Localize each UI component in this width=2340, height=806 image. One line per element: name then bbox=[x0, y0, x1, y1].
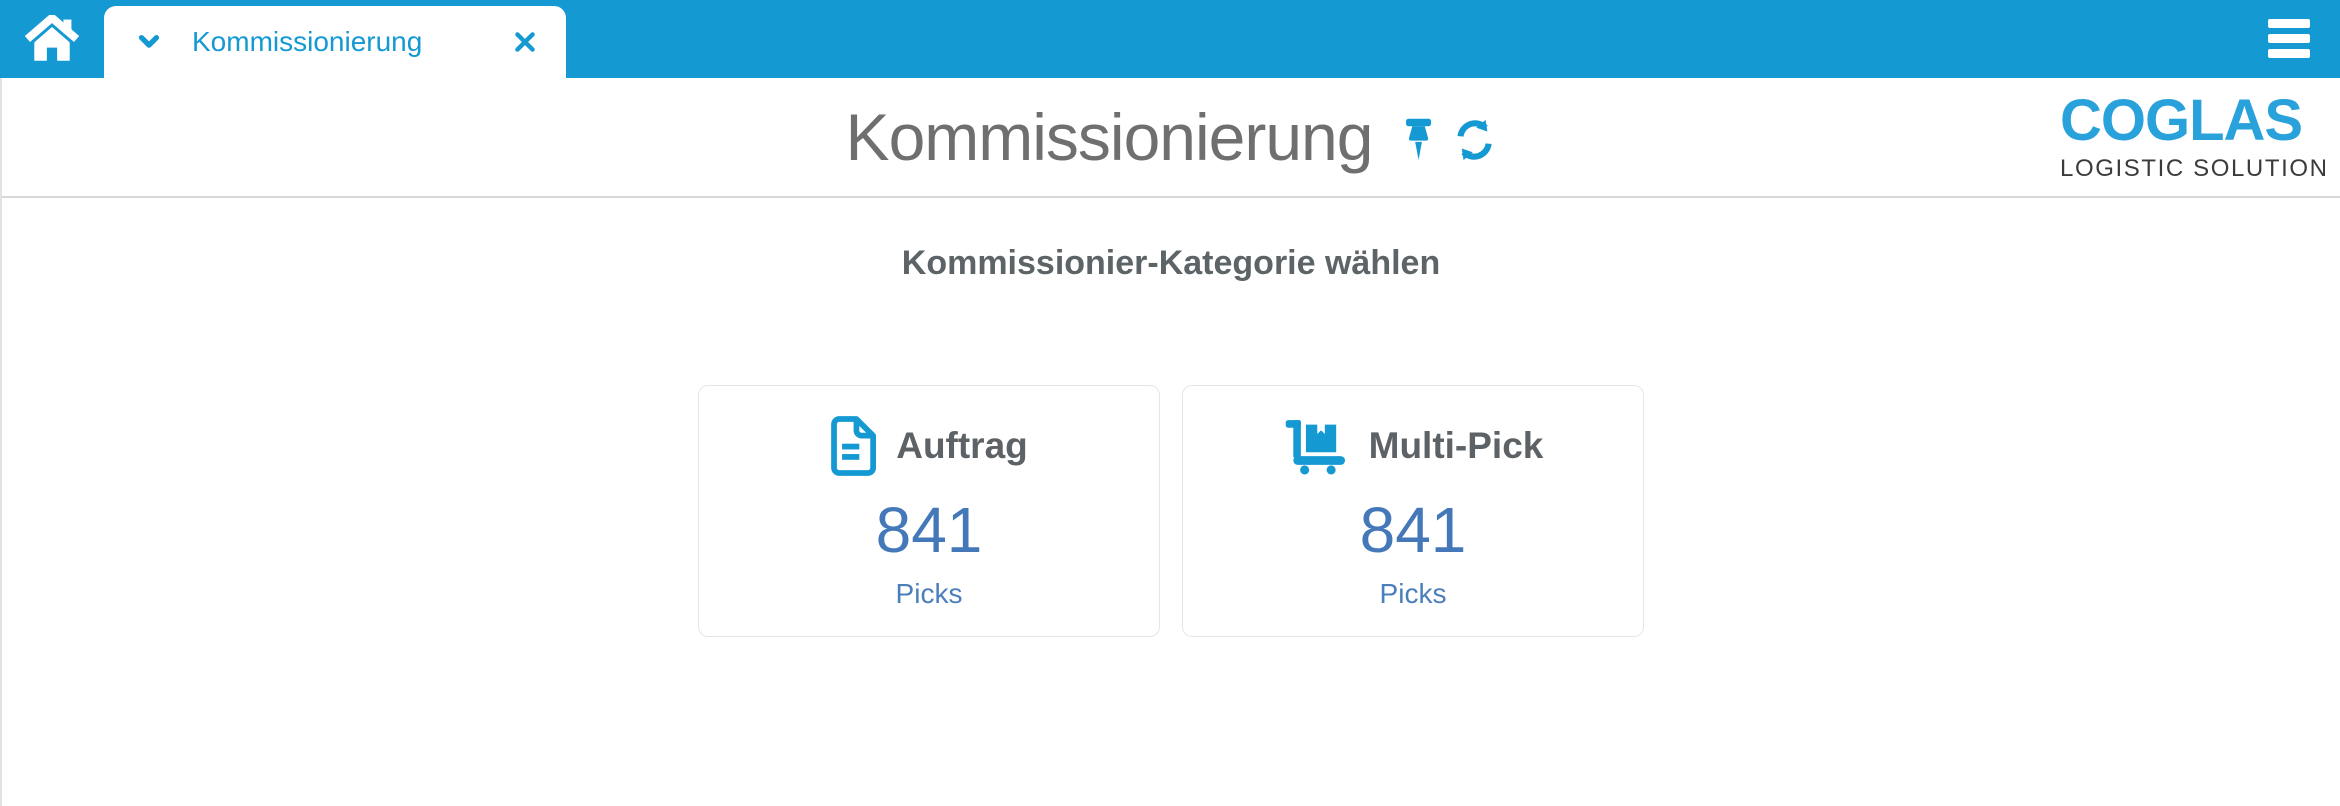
card-unit: Picks bbox=[895, 578, 963, 609]
refresh-icon bbox=[1457, 119, 1492, 161]
trolley-icon bbox=[1285, 420, 1345, 475]
home-icon bbox=[24, 15, 80, 61]
document-icon bbox=[831, 416, 877, 476]
card-multi-pick[interactable]: Multi-Pick 841 Picks bbox=[1182, 385, 1644, 637]
logo-tagline: LOGISTIC SOLUTION bbox=[2060, 154, 2329, 182]
category-cards: Auftrag 841 Picks bbox=[2, 385, 2340, 637]
tab-kommissionierung[interactable]: Kommissionierung bbox=[104, 6, 566, 78]
card-label: Multi-Pick bbox=[1368, 425, 1544, 466]
chevron-down-icon[interactable] bbox=[134, 27, 164, 57]
hamburger-icon bbox=[2268, 19, 2310, 28]
hamburger-icon bbox=[2268, 49, 2310, 58]
card-count: 841 bbox=[875, 494, 983, 566]
card-label: Auftrag bbox=[896, 425, 1028, 466]
refresh-button[interactable] bbox=[1452, 118, 1496, 162]
top-app-bar: Kommissionierung bbox=[0, 0, 2340, 78]
close-icon[interactable] bbox=[512, 29, 538, 55]
page-title: Kommissionierung bbox=[845, 100, 1374, 174]
card-auftrag[interactable]: Auftrag 841 Picks bbox=[698, 385, 1160, 637]
card-count: 841 bbox=[1359, 494, 1467, 566]
coglas-logo: COGLAS LOGISTIC SOLUTION bbox=[2060, 88, 2329, 183]
page-header: Kommissionierung bbox=[2, 78, 2340, 198]
page-container: Kommissionierung bbox=[0, 78, 2340, 806]
hamburger-icon bbox=[2268, 34, 2310, 43]
menu-button[interactable] bbox=[2268, 19, 2310, 58]
main-content: Kommissionier-Kategorie wählen Auftrag 8… bbox=[2, 198, 2340, 637]
title-group: Kommissionierung bbox=[846, 99, 1497, 175]
home-button[interactable] bbox=[0, 0, 104, 78]
logo-wordmark: COGLAS bbox=[2060, 88, 2303, 154]
pin-button[interactable] bbox=[1398, 117, 1438, 163]
pushpin-icon bbox=[1405, 118, 1431, 160]
card-unit: Picks bbox=[1379, 578, 1447, 609]
tab-label: Kommissionierung bbox=[192, 26, 423, 57]
category-heading: Kommissionier-Kategorie wählen bbox=[901, 244, 1441, 282]
